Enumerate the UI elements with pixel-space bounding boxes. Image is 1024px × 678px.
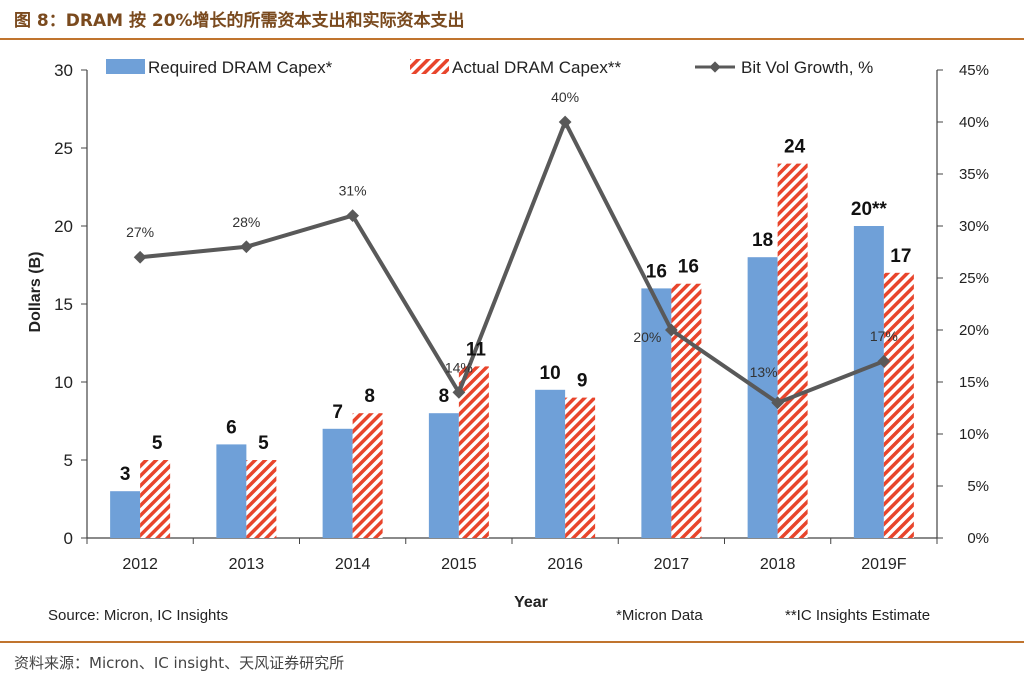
bar-required (853, 226, 884, 538)
chart-source-note: Source: Micron, IC Insights (48, 607, 228, 624)
x-tick-label: 2012 (122, 556, 158, 573)
growth-point (133, 250, 147, 264)
label-required: 10 (540, 363, 561, 384)
label-required: 6 (226, 417, 237, 438)
label-required: 20** (851, 199, 888, 220)
label-actual: 9 (577, 371, 588, 392)
bar-actual (458, 366, 489, 538)
y-axis-title: Dollars (B) (27, 252, 44, 333)
legend-label-growth: Bit Vol Growth, % (741, 58, 873, 77)
y-tick-label: 10 (54, 373, 73, 392)
y2-axis-ticks: 0% 5% 10% 15% 20% 25% 30% 35% 40% 45% (937, 62, 989, 547)
label-growth: 17% (870, 328, 898, 344)
label-growth: 27% (126, 224, 154, 240)
y2-tick-label: 0% (967, 530, 989, 547)
legend-label-actual: Actual DRAM Capex** (452, 58, 622, 77)
legend-swatch-actual (410, 59, 449, 74)
y2-tick-label: 5% (967, 478, 989, 495)
bar-actual (246, 460, 277, 538)
bar-required (216, 444, 247, 538)
label-actual: 8 (364, 386, 375, 407)
label-growth: 31% (339, 183, 367, 199)
y2-tick-label: 30% (959, 218, 989, 235)
label-growth: 20% (633, 329, 661, 345)
label-actual: 17 (890, 246, 911, 267)
bar-required (641, 288, 672, 538)
bar-required (428, 413, 459, 538)
legend-line-marker (709, 61, 721, 73)
bars (110, 163, 914, 538)
y2-tick-label: 25% (959, 270, 989, 287)
y-tick-label: 0 (64, 529, 73, 548)
bar-actual (140, 460, 171, 538)
footnote-ic-insights: **IC Insights Estimate (785, 607, 930, 624)
label-required: 8 (439, 386, 450, 407)
growth-line-path (139, 120, 885, 405)
label-actual: 5 (152, 433, 163, 454)
label-actual: 11 (466, 339, 487, 360)
legend-swatch-required (106, 59, 145, 74)
y2-tick-label: 15% (959, 374, 989, 391)
label-growth: 28% (232, 214, 260, 230)
y2-tick-label: 40% (959, 114, 989, 131)
label-required: 3 (120, 464, 131, 485)
label-actual: 24 (784, 137, 806, 158)
legend: Required DRAM Capex* Actual DRAM Capex**… (106, 58, 873, 77)
x-tick-label: 2013 (229, 556, 265, 573)
y-tick-label: 25 (54, 139, 73, 158)
bar-actual (883, 272, 914, 538)
growth-point (346, 209, 359, 222)
x-tick-label: 2014 (335, 556, 371, 573)
label-actual: 16 (678, 257, 699, 278)
figure-source: 资料来源：Micron、IC insight、天风证券研究所 (14, 654, 345, 672)
label-growth: 40% (551, 89, 579, 105)
bar-required (322, 428, 353, 538)
title-divider (0, 38, 1024, 40)
y-tick-label: 15 (54, 295, 73, 314)
label-required: 7 (332, 402, 343, 423)
footnote-micron: *Micron Data (616, 607, 703, 624)
bar-actual (777, 163, 808, 538)
y2-tick-label: 10% (959, 426, 989, 443)
y-axis-ticks: 0 5 10 15 20 25 30 (54, 61, 87, 548)
x-tick-label: 2016 (547, 556, 583, 573)
source-divider (0, 641, 1024, 643)
x-axis-title: Year (514, 594, 548, 611)
bar-actual (352, 413, 383, 538)
y2-tick-label: 35% (959, 166, 989, 183)
label-growth: 14% (445, 359, 473, 375)
growth-point (452, 386, 466, 399)
bar-actual (671, 283, 702, 538)
y2-tick-label: 45% (959, 62, 989, 79)
y2-tick-label: 20% (959, 322, 989, 339)
y-tick-label: 30 (54, 61, 73, 80)
x-tick-label: 2018 (760, 556, 796, 573)
bar-required (535, 389, 566, 538)
figure-title: 图 8：DRAM 按 20%增长的所需资本支出和实际资本支出 (14, 11, 465, 31)
legend-label-required: Required DRAM Capex* (148, 58, 333, 77)
growth-point (240, 240, 253, 254)
label-required: 16 (646, 261, 667, 282)
y-tick-label: 20 (54, 217, 73, 236)
bar-actual (565, 397, 596, 538)
chart: 0 5 10 15 20 25 30 0% 5% 10% 15% 20% 25% 30% 35% 40% 45… (27, 58, 989, 624)
y-tick-label: 5 (64, 451, 73, 470)
x-tick-label: 2019F (861, 556, 907, 573)
label-required: 18 (752, 230, 773, 251)
x-axis-ticks: 2012 2013 2014 2015 2016 2017 2018 2019F (86, 538, 938, 573)
label-growth: 13% (750, 364, 778, 380)
label-actual: 5 (258, 433, 269, 454)
x-tick-label: 2015 (441, 556, 477, 573)
bar-required (110, 491, 141, 538)
x-tick-label: 2017 (654, 556, 690, 573)
